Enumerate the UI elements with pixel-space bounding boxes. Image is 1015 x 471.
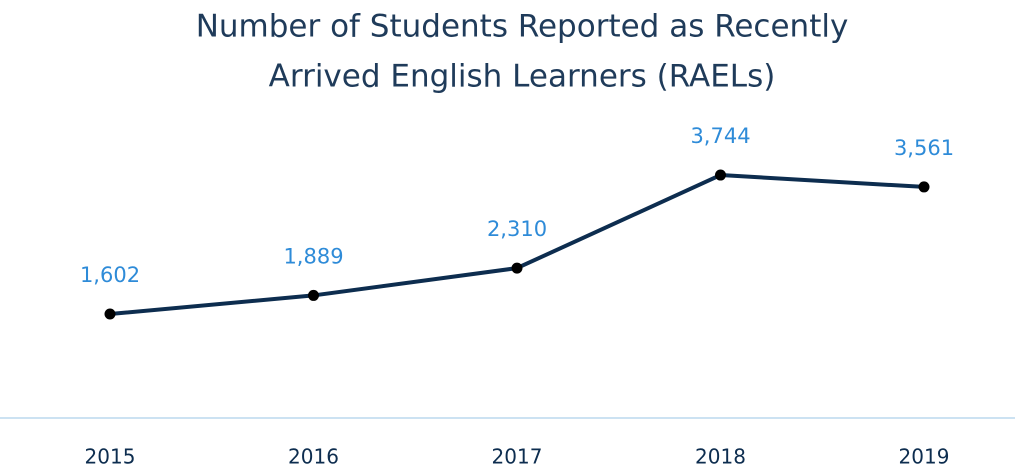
- chart-title: Arrived English Learners (RAELs): [269, 59, 776, 95]
- x-tick-label: 2019: [899, 445, 950, 469]
- point: [715, 169, 726, 181]
- x-tick-label: 2017: [492, 445, 543, 469]
- data-label: 1,602: [80, 263, 140, 287]
- point: [308, 289, 319, 301]
- data-label: 1,889: [283, 244, 343, 268]
- chart-title: Number of Students Reported as Recently: [196, 9, 849, 45]
- data-label: 2,310: [487, 217, 547, 241]
- point: [104, 308, 116, 320]
- data-label: 3,744: [690, 124, 750, 148]
- point: [511, 262, 523, 274]
- x-tick-label: 2015: [85, 445, 136, 469]
- line: [109, 173, 925, 317]
- data-label: 3,561: [894, 136, 954, 160]
- x-tick-label: 2018: [695, 445, 746, 469]
- point: [918, 181, 930, 193]
- x-tick-label: 2016: [288, 445, 339, 469]
